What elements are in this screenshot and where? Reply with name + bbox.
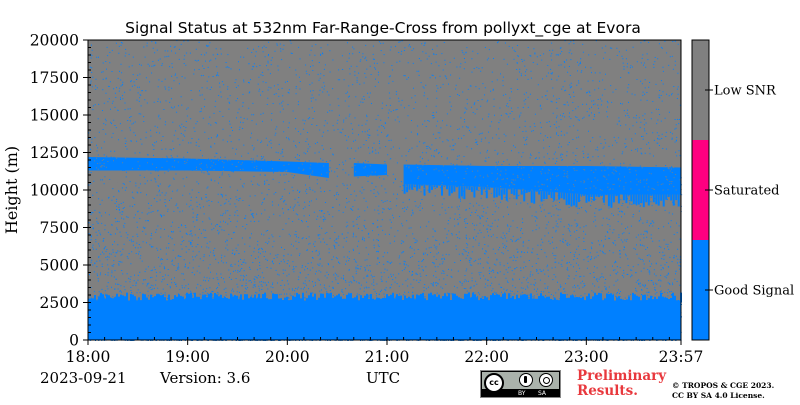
- y-tick-label: 20000: [30, 32, 79, 50]
- y-axis-label: Height (m): [2, 146, 21, 234]
- colorbar-segment: [692, 40, 709, 140]
- cloud-layer-holes: [88, 157, 682, 191]
- x-tick-label: 20:00: [265, 348, 310, 366]
- person-icon: [524, 376, 527, 383]
- cloud-layer-segment-2: [353, 163, 387, 177]
- copyright-line-2: CC BY SA 4.0 License.: [672, 390, 765, 400]
- date-label: 2023-09-21: [40, 369, 127, 387]
- x-tick-label: 22:00: [464, 348, 509, 366]
- axes: 0 2500 5000 7500 10000 12500 15000 17500 20000 18…: [30, 32, 704, 367]
- preliminary-label: Preliminary Results.: [577, 369, 666, 399]
- x-axis-label: UTC: [366, 369, 401, 387]
- copyright-line-1: © TROPOS & CGE 2023.: [672, 381, 775, 390]
- colorbar-label: Saturated: [714, 184, 779, 199]
- y-tick-label: 15000: [30, 107, 79, 125]
- cc-icon: cc: [484, 373, 504, 393]
- sa-icon: [539, 373, 553, 387]
- colorbar-segment: [692, 140, 709, 240]
- by-label: BY: [518, 390, 526, 397]
- x-tick-label: 18:00: [66, 348, 111, 366]
- y-tick-label: 10000: [30, 182, 79, 200]
- y-tick-label: 17500: [30, 69, 79, 87]
- x-tick-label: 23:57: [659, 348, 704, 366]
- y-tick-label: 7500: [40, 219, 79, 237]
- y-tick-label: 5000: [40, 257, 79, 275]
- chart-title: Signal Status at 532nm Far-Range-Cross f…: [125, 19, 641, 38]
- copyright-notice: © TROPOS & CGE 2023. CC BY SA 4.0 Licens…: [672, 381, 774, 400]
- by-icon: [519, 373, 533, 387]
- x-tick-label: 23:00: [564, 348, 609, 366]
- cc-license-badge: cc BY SA: [480, 370, 561, 398]
- colorbar-segment: [692, 240, 709, 340]
- cloud-layer-segment-1: [88, 157, 329, 178]
- plot-area: [88, 40, 683, 341]
- good-signal-low-layer: [88, 302, 681, 340]
- cloud-layer-segment-3: [403, 164, 681, 195]
- sa-label: SA: [538, 390, 547, 397]
- preliminary-line-2: Results.: [577, 383, 638, 399]
- preliminary-line-1: Preliminary: [577, 368, 667, 384]
- cloud-layer-streaks: [403, 184, 683, 208]
- colorbar-label: Good Signal: [714, 284, 794, 299]
- colorbar: Good Signal Saturated Low SNR: [691, 39, 794, 341]
- share-alike-icon: [543, 377, 550, 384]
- colorbar-label: Low SNR: [714, 84, 777, 99]
- x-tick-label: 21:00: [365, 348, 410, 366]
- colorbar-frame: [691, 39, 710, 341]
- y-tick-label: 0: [69, 332, 79, 350]
- y-tick-label: 2500: [40, 294, 79, 312]
- x-tick-label: 19:00: [165, 348, 210, 366]
- good-signal-low-layer-edge: [88, 292, 682, 303]
- version-label: Version: 3.6: [160, 369, 251, 387]
- y-tick-label: 12500: [30, 144, 79, 162]
